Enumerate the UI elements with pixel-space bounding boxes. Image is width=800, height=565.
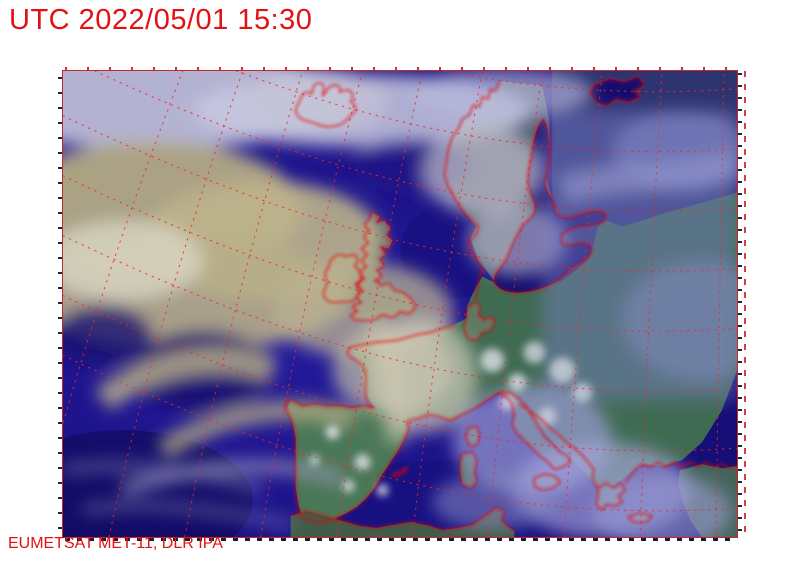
tick-marks-right	[738, 73, 742, 535]
credit-label: EUMETSAT MET-11, DLR IPA	[8, 535, 223, 552]
tick-marks-left	[58, 77, 62, 534]
satellite-map	[58, 67, 746, 541]
tick-marks-top	[65, 67, 733, 70]
timestamp-label: UTC 2022/05/01 15:30	[9, 4, 313, 36]
tick-marks-right-red	[744, 71, 746, 537]
cumulus-layer	[309, 341, 593, 497]
cloud-layer	[63, 71, 737, 537]
graticule-overlay	[63, 71, 737, 537]
tick-marks-bottom	[65, 538, 733, 541]
satellite-image	[63, 71, 737, 537]
